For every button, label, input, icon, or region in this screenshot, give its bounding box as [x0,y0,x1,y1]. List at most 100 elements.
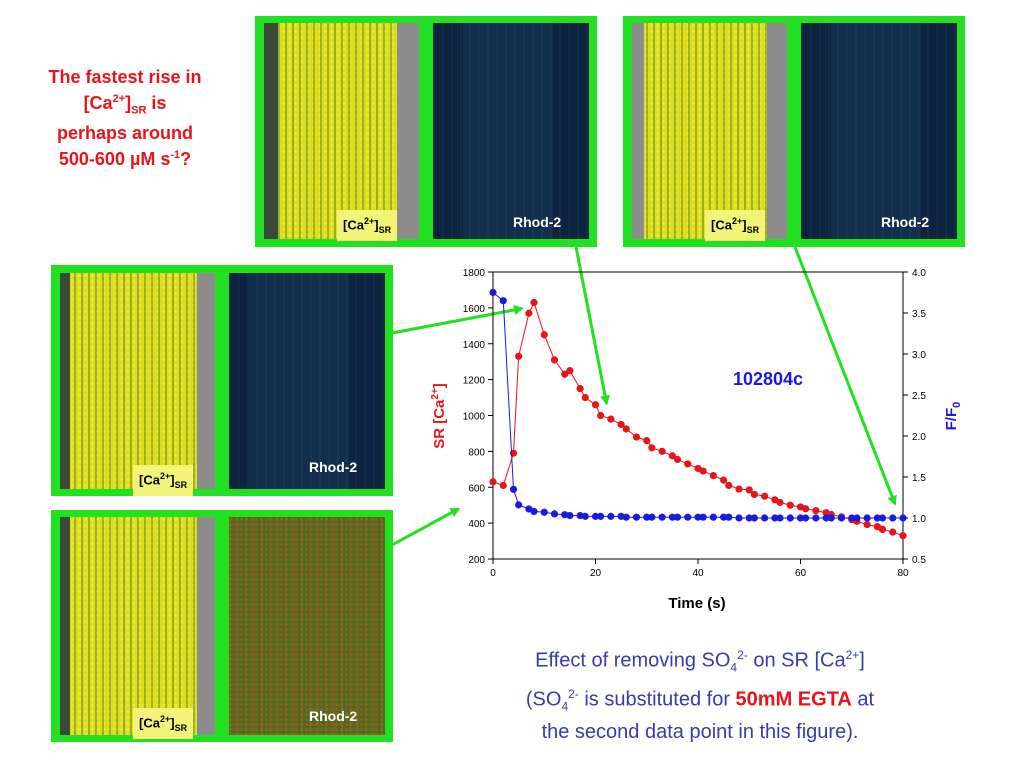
note-line-4: 500-600 µM s-1? [58,148,192,169]
sr-ca-point [761,492,769,500]
ff0-point [694,513,702,521]
sr-ca-point [878,525,887,534]
ff0-point [776,514,784,522]
arrow-panel1 [574,246,610,406]
y-right-tick-label: 3.0 [912,350,926,361]
ff0-series-line [492,292,903,519]
ff0-point [684,513,692,521]
sr-ca-point [899,532,907,540]
y-left-tick-label: 1400 [463,340,486,351]
sr-ca-point [561,370,569,378]
note-line-3: perhaps around [56,122,194,143]
ff0-point [796,514,805,522]
ff0-point [899,514,907,522]
y-right-tick-label: 1.0 [912,514,926,525]
caption-line-3: the second data point in this figure). [541,721,859,744]
sr-ca-point [525,309,533,317]
rhod2-label: Rhod-2 [309,708,358,724]
sr-ca-point [530,298,538,307]
sr-ca-point [622,425,630,433]
ff0-point [530,507,538,516]
sr-ca-point [643,437,651,445]
sr-ca-point [725,481,733,490]
y-right-tick-label: 2.5 [912,391,926,402]
sr-ca-point [745,486,753,494]
sr-ca-point [632,433,641,441]
y-left-tick-label: 400 [468,519,485,530]
y-axis-left-label: SR [Ca2+] [430,383,448,449]
y-left-tick-label: 1000 [463,412,486,423]
ff0-point [515,501,523,509]
ff0-point [878,514,887,522]
chart-annotation: 102804c [733,369,803,389]
ff0-point [607,512,615,520]
x-tick-label: 20 [590,568,602,579]
ca-sr-image [60,517,215,735]
y-left-tick-label: 1800 [463,268,486,279]
sr-ca-point [566,367,574,375]
note-line-2: [Ca2+]SR is [83,93,167,117]
ff0-point [750,514,758,522]
sr-ca-point [786,501,794,509]
ff0-point [709,513,717,521]
sr-ca-point [591,401,600,409]
sr-ca-point [776,498,784,507]
ff0-point [699,513,707,521]
ff0-point [822,514,830,522]
sr-ca-point [673,455,682,464]
y-right-tick-label: 3.5 [912,309,926,320]
ff0-point [643,513,651,521]
annotation-note: The fastest rise in [Ca2+]SR is perhaps … [20,66,230,170]
sr-ca-point [540,331,548,339]
y-left-tick-label: 1200 [463,376,486,387]
ff0-point [725,513,733,521]
ff0-point [540,508,548,516]
sr-ca-point [812,506,820,515]
sr-ca-point [597,411,605,420]
caption-line-2: (SO42- is substituted for 50mM EGTA at [525,686,875,714]
x-tick-label: 60 [795,568,807,579]
ff0-point [658,513,666,521]
sr-ca-point [684,460,692,468]
sr-ca-point [709,471,717,480]
rhod2-image [229,273,385,489]
y-right-tick-label: 1.5 [912,473,926,484]
ff0-point [597,512,605,520]
sr-ca-point [668,452,676,460]
ff0-point [566,511,574,520]
ff0-point [745,514,753,522]
image-panel-2: [Ca2+]SR Rhod-2 [623,16,965,247]
rhod2-label: Rhod-2 [513,214,562,230]
image-panel-1: [Ca2+]SR Rhod-2 [255,16,597,247]
sr-ca-point [607,415,615,423]
x-axis-label: Time (s) [668,595,725,612]
ff0-point [720,513,728,521]
ff0-point [848,514,856,522]
ff0-point [499,297,507,305]
ff0-point [853,514,861,522]
ff0-point [550,510,559,518]
sr-ca-point [550,356,559,364]
image-panel-3: [Ca2+]SR Rhod-2 [51,265,393,496]
ff0-point [735,514,743,522]
rhod2-image [801,23,957,239]
figure-caption: Effect of removing SO42- on SR [Ca2+] (S… [470,642,930,745]
ca-sr-image [264,23,419,239]
sr-ca-point [658,447,666,455]
sr-ca-point [720,476,728,484]
ca-sr-label: [Ca2+]SR [337,210,398,241]
arrow-panel4 [391,507,461,547]
y-left-tick-label: 1600 [463,304,486,315]
ff0-point [648,513,656,521]
image-panel-4: [Ca2+]SR Rhod-2 [51,510,393,742]
ca-sr-image [632,23,787,239]
ff0-point [509,485,518,493]
rhod2-image [229,517,385,735]
ff0-point [771,514,779,522]
ca-sr-label: [Ca2+]SR [133,708,194,739]
y-right-tick-label: 2.0 [912,432,926,443]
ff0-point [632,513,641,521]
ff0-point [863,514,871,522]
ff0-point [673,513,682,521]
